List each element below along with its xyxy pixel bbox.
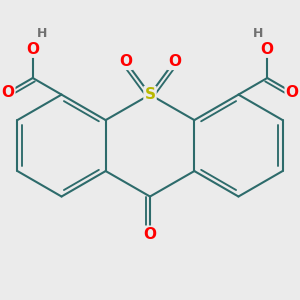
Text: H: H (36, 27, 47, 40)
Text: O: O (286, 85, 299, 100)
Text: O: O (168, 54, 181, 69)
Text: O: O (119, 54, 132, 69)
Text: O: O (261, 42, 274, 57)
Text: O: O (143, 227, 157, 242)
Text: S: S (145, 87, 155, 102)
Text: O: O (26, 42, 39, 57)
Text: H: H (253, 27, 264, 40)
Text: O: O (1, 85, 14, 100)
